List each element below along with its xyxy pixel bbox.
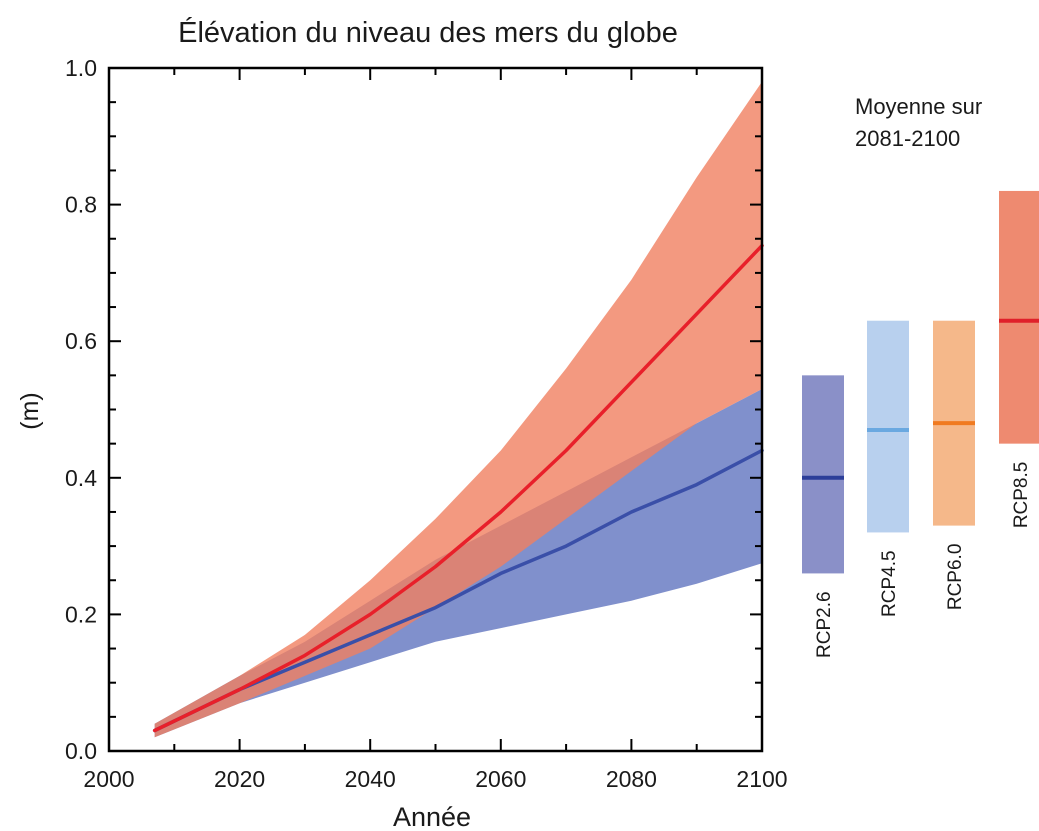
- y-axis-label: (m): [16, 392, 44, 429]
- x-tick-label: 2080: [606, 766, 657, 792]
- y-tick-label: 0.0: [65, 738, 97, 764]
- y-tick-label: 1.0: [65, 55, 97, 81]
- side-panel-bars: RCP2.6 RCP4.5 RCP6.0 RCP8.5: [802, 190, 1039, 658]
- range-bar-label: RCP2.6: [814, 591, 835, 658]
- uncertainty-bands: [154, 81, 762, 738]
- mean-lines: [152, 243, 764, 733]
- uncertainty-band-1: [154, 81, 762, 738]
- y-tick-label: 0.2: [65, 601, 97, 627]
- range-bar-label: RCP6.0: [945, 544, 966, 611]
- y-tick-label: 0.8: [65, 192, 97, 218]
- mean-line-0: [152, 448, 764, 733]
- range-bar-label: RCP8.5: [1011, 462, 1032, 529]
- range-bar-RCP4.5: [867, 320, 909, 533]
- y-tick-label: 0.4: [65, 465, 97, 491]
- x-tick-label: 2100: [736, 766, 787, 792]
- chart-title: Élévation du niveau des mers du globe: [178, 16, 678, 49]
- range-bar-RCP8.5: [999, 190, 1039, 444]
- y-axis-ticks: 0.0 0.2 0.4 0.6 0.8 1.0: [65, 55, 762, 764]
- side-panel-title-line1: Moyenne sur: [855, 94, 982, 119]
- x-tick-label: 2000: [83, 766, 134, 792]
- range-bar-RCP2.6: [802, 375, 844, 574]
- range-bar-label: RCP4.5: [879, 550, 900, 617]
- side-panel-title-line2: 2081-2100: [855, 126, 960, 151]
- x-axis-label: Année: [393, 802, 471, 831]
- x-axis-ticks: 2000 2020 2040 2060 2080 2100: [83, 68, 788, 792]
- x-tick-label: 2060: [475, 766, 526, 792]
- mean-line-1: [152, 243, 764, 733]
- x-tick-label: 2020: [214, 766, 265, 792]
- x-tick-label: 2040: [345, 766, 396, 792]
- y-tick-label: 0.6: [65, 328, 97, 354]
